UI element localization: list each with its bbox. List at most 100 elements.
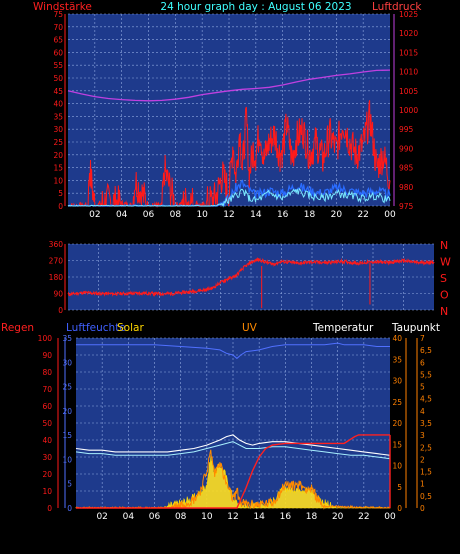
direction-letter: W (440, 256, 451, 269)
x-tick-label: 00 (384, 210, 396, 220)
x-tick-label: 16 (277, 210, 289, 220)
y-tick-label: 0 (58, 306, 63, 315)
x-tick-label: 06 (149, 512, 161, 522)
y-tick-label: 65 (53, 36, 63, 45)
humidity-tick-label: 10 (62, 455, 72, 464)
x-tick-label: 22 (358, 512, 369, 522)
rain-axis-label: Regen (1, 322, 34, 334)
temperature-tick-label: 30 (392, 377, 402, 386)
rain-tick-label: 50 (42, 419, 52, 428)
wind-gust-line (67, 187, 391, 208)
x-tick-label: 12 (227, 512, 238, 522)
humidity-line (76, 342, 390, 360)
temperature-axis-label: Temperatur (312, 322, 374, 334)
direction-letter: S (440, 272, 447, 285)
y-tick-label: 60 (53, 48, 63, 57)
uv-tick-label: 3,5 (420, 419, 432, 428)
rain-humidity-temp-panel: 02 04 06 08 10 12 14 16 18 20 22 000102030405060708… (38, 334, 432, 522)
y2-tick-label: 985 (399, 164, 414, 173)
temperature-tick-label: 10 (392, 462, 402, 471)
y-tick-label: 25 (53, 138, 63, 147)
x-tick-label: 10 (196, 210, 208, 220)
y-tick-label: 5 (58, 189, 63, 198)
x-tick-label: 14 (250, 210, 262, 220)
y2-tick-label: 995 (399, 125, 414, 134)
temperature-tick-label: 0 (397, 504, 402, 513)
y-tick-label: 35 (53, 112, 63, 121)
x-tick-label: 22 (357, 210, 368, 220)
y-tick-label: 75 (53, 10, 63, 19)
x-tick-label: 18 (304, 210, 316, 220)
x-tick-label: 02 (89, 210, 100, 220)
y-tick-label: 30 (53, 125, 63, 134)
rain-tick-label: 10 (42, 487, 52, 496)
y2-tick-label: 975 (399, 202, 414, 211)
temperature-tick-label: 5 (397, 483, 402, 492)
temperature-tick-label: 15 (392, 440, 402, 449)
y2-tick-label: 1015 (399, 48, 418, 57)
humidity-tick-label: 30 (62, 358, 72, 367)
solar-axis-label: Solar (117, 322, 144, 334)
x-tick-label: 14 (253, 512, 265, 522)
x-tick-label: 12 (223, 210, 234, 220)
uv-tick-label: 0,5 (420, 492, 432, 501)
humidity-tick-label: 35 (62, 334, 72, 343)
x-tick-label: 20 (331, 210, 343, 220)
rain-tick-label: 30 (42, 453, 52, 462)
wind-pressure-panel: 02 04 06 08 10 12 14 16 18 20 22 000510152025303540… (53, 10, 418, 220)
x-tick-label: 02 (96, 512, 107, 522)
uv-tick-label: 5,5 (420, 370, 432, 379)
y2-tick-label: 1025 (399, 10, 418, 19)
x-tick-label: 08 (175, 512, 187, 522)
wind-direction-line (67, 256, 435, 298)
y-tick-label: 0 (58, 202, 63, 211)
y-tick-label: 10 (53, 176, 63, 185)
rain-line (76, 434, 390, 509)
dewpoint-axis-label: Taupunkt (391, 322, 440, 334)
rain-tick-label: 70 (42, 385, 52, 394)
y2-tick-label: 990 (399, 144, 414, 153)
direction-letter: N (440, 239, 448, 252)
pressure-line (67, 69, 391, 102)
uv-tick-label: 2 (420, 455, 425, 464)
humidity-tick-label: 5 (67, 480, 72, 489)
temperature-tick-label: 20 (392, 419, 402, 428)
rain-tick-label: 60 (42, 402, 52, 411)
uv-tick-label: 1 (420, 480, 425, 489)
pressure-axis-label: Luftdruck (372, 1, 422, 13)
temperature-tick-label: 40 (392, 334, 402, 343)
x-tick-label: 04 (123, 512, 135, 522)
rain-tick-label: 80 (42, 368, 52, 377)
y-tick-label: 20 (53, 151, 63, 160)
x-tick-label: 00 (384, 512, 396, 522)
x-tick-label: 16 (280, 512, 292, 522)
temperature-tick-label: 25 (392, 398, 402, 407)
direction-letter: N (440, 305, 448, 318)
humidity-tick-label: 0 (67, 504, 72, 513)
uv-tick-label: 6,5 (420, 346, 432, 355)
uv-tick-label: 5 (420, 383, 425, 392)
uv-tick-label: 6 (420, 358, 425, 367)
rain-tick-label: 100 (38, 334, 53, 343)
y-tick-label: 45 (53, 87, 63, 96)
uv-tick-label: 2,5 (420, 443, 432, 452)
rain-tick-label: 0 (47, 504, 52, 513)
y-tick-label: 15 (53, 164, 63, 173)
uv-tick-label: 1,5 (420, 468, 432, 477)
temperature-tick-label: 35 (392, 355, 402, 364)
humidity-tick-label: 15 (62, 431, 72, 440)
rain-tick-label: 20 (42, 470, 52, 479)
x-tick-label: 10 (201, 512, 213, 522)
chart-title: 24 hour graph day : August 06 2023 (160, 1, 351, 13)
y-tick-label: 40 (53, 100, 63, 109)
uv-tick-label: 7 (420, 334, 425, 343)
rain-tick-label: 40 (42, 436, 52, 445)
x-tick-label: 08 (170, 210, 182, 220)
x-tick-label: 06 (143, 210, 155, 220)
y-tick-label: 360 (49, 240, 64, 249)
rain-tick-label: 90 (42, 351, 52, 360)
x-tick-label: 04 (116, 210, 128, 220)
uv-tick-label: 4,5 (420, 395, 432, 404)
direction-letter: O (440, 289, 449, 302)
